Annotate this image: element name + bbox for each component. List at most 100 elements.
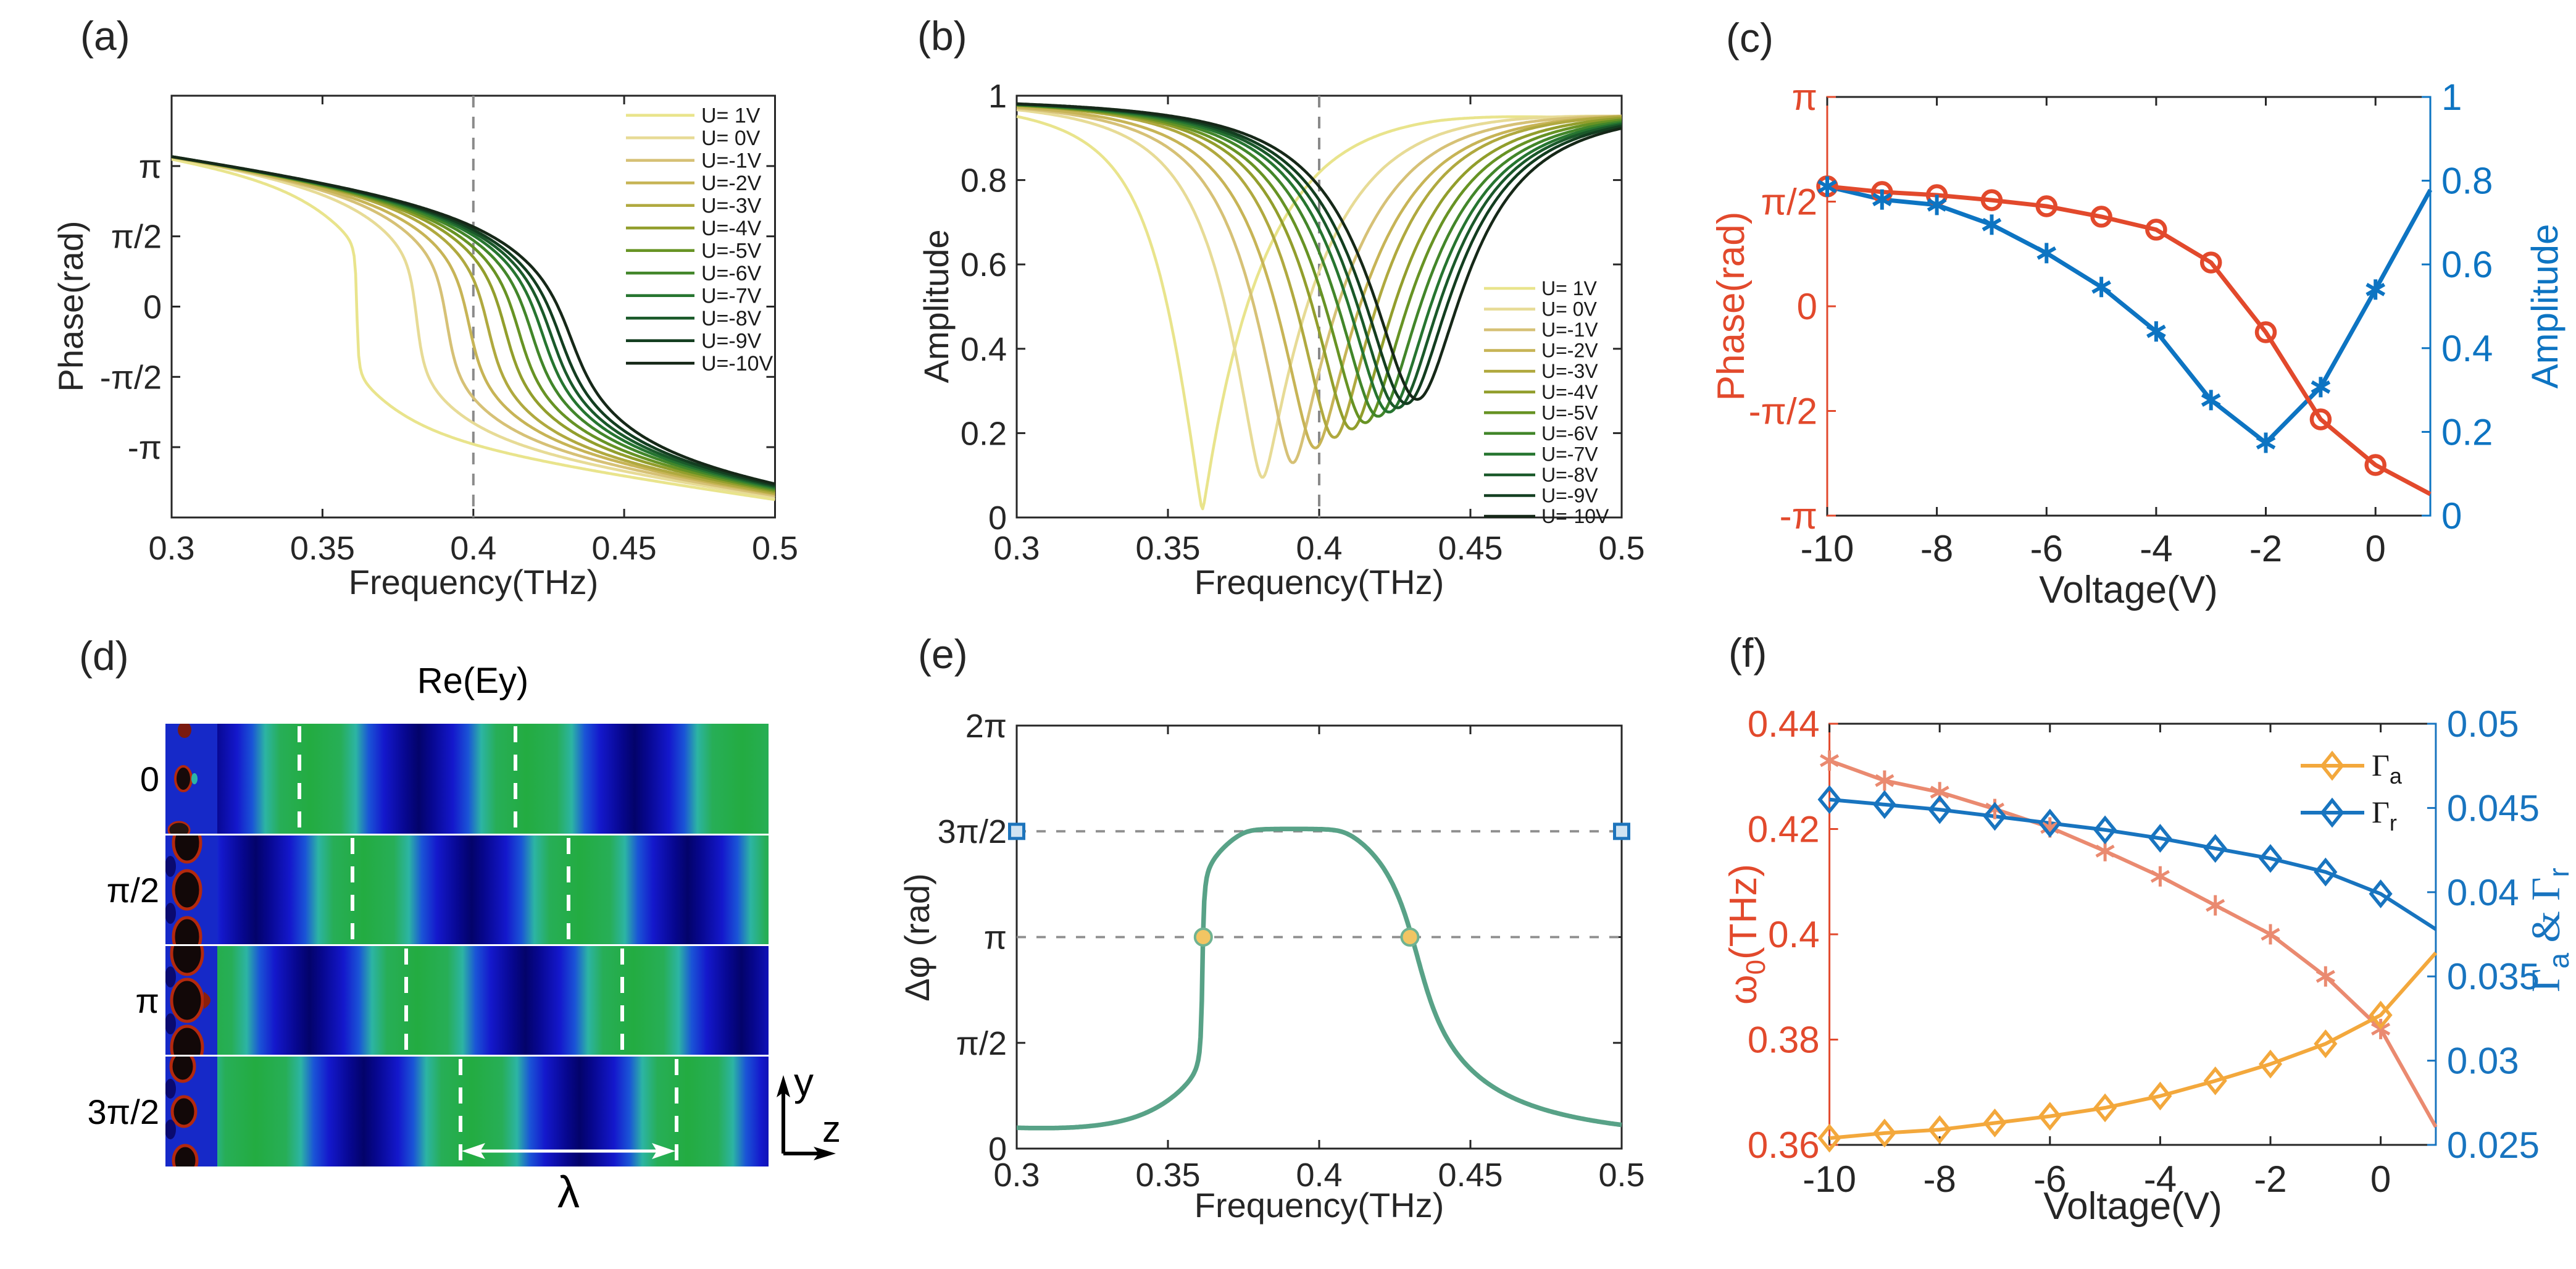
- svg-text:Frequency(THz): Frequency(THz): [1194, 1186, 1444, 1225]
- svg-text:U=-9V: U=-9V: [701, 330, 762, 353]
- svg-text:U=-7V: U=-7V: [701, 285, 762, 308]
- svg-text:U=-8V: U=-8V: [701, 307, 762, 330]
- svg-text:0.025: 0.025: [2447, 1125, 2540, 1166]
- svg-text:U= 0V: U= 0V: [1541, 298, 1597, 320]
- svg-text:-10: -10: [1803, 1158, 1856, 1200]
- svg-text:(b): (b): [917, 13, 967, 59]
- svg-text:U=-10V: U=-10V: [1541, 505, 1609, 527]
- svg-text:0.8: 0.8: [961, 162, 1007, 199]
- svg-text:π: π: [1792, 77, 1817, 118]
- svg-text:U= 0V: U= 0V: [701, 127, 761, 150]
- svg-text:0: 0: [140, 760, 159, 798]
- svg-text:Γa & Γr: Γa & Γr: [2524, 868, 2575, 992]
- svg-text:0: 0: [2366, 528, 2386, 569]
- svg-text:2π: 2π: [965, 708, 1007, 745]
- svg-text:y: y: [794, 1060, 814, 1104]
- svg-text:U=-6V: U=-6V: [1541, 422, 1598, 445]
- svg-text:U=-4V: U=-4V: [701, 217, 762, 240]
- svg-text:-8: -8: [1920, 528, 1953, 569]
- svg-text:U=-7V: U=-7V: [1541, 443, 1598, 465]
- svg-text:U=-9V: U=-9V: [1541, 485, 1598, 507]
- svg-text:U=-2V: U=-2V: [701, 172, 762, 195]
- svg-text:U=-3V: U=-3V: [701, 195, 762, 218]
- svg-text:U=-1V: U=-1V: [701, 149, 762, 173]
- svg-text:0.045: 0.045: [2447, 787, 2540, 829]
- svg-text:0.4: 0.4: [2441, 328, 2493, 369]
- svg-text:0.35: 0.35: [290, 530, 355, 567]
- svg-text:0.05: 0.05: [2447, 703, 2519, 745]
- svg-text:0.35: 0.35: [1135, 530, 1200, 567]
- svg-text:0.42: 0.42: [1748, 809, 1820, 850]
- svg-text:0.4: 0.4: [1296, 530, 1342, 567]
- svg-text:-10: -10: [1801, 528, 1854, 569]
- svg-text:z: z: [822, 1108, 841, 1150]
- svg-text:U=-2V: U=-2V: [1541, 340, 1598, 362]
- svg-text:Frequency(THz): Frequency(THz): [1194, 563, 1444, 601]
- svg-text:0.8: 0.8: [2441, 161, 2493, 202]
- svg-text:0.45: 0.45: [592, 530, 657, 567]
- svg-text:Amplitude: Amplitude: [917, 229, 956, 383]
- svg-text:π/2: π/2: [956, 1025, 1007, 1062]
- svg-text:π/2: π/2: [111, 219, 162, 256]
- svg-text:U=-8V: U=-8V: [1541, 464, 1598, 486]
- svg-text:Voltage(V): Voltage(V): [2043, 1185, 2222, 1228]
- svg-text:0.44: 0.44: [1748, 703, 1820, 745]
- svg-text:0.45: 0.45: [1438, 530, 1503, 567]
- svg-text:π/2: π/2: [1761, 182, 1817, 223]
- svg-text:0.2: 0.2: [961, 415, 1007, 452]
- svg-text:Frequency(THz): Frequency(THz): [349, 563, 599, 601]
- svg-text:-4: -4: [2144, 1158, 2177, 1200]
- svg-text:Amplitude: Amplitude: [2524, 224, 2566, 389]
- svg-text:-π: -π: [128, 429, 162, 466]
- svg-text:U=-1V: U=-1V: [1541, 319, 1598, 341]
- svg-text:U= 1V: U= 1V: [701, 104, 761, 128]
- svg-text:Phase(rad): Phase(rad): [1710, 212, 1753, 401]
- svg-text:0.3: 0.3: [993, 1157, 1040, 1194]
- svg-text:-8: -8: [1924, 1158, 1956, 1200]
- svg-text:0.6: 0.6: [2441, 244, 2493, 285]
- svg-text:0.035: 0.035: [2447, 956, 2540, 997]
- svg-text:3π/2: 3π/2: [88, 1092, 159, 1131]
- svg-text:0: 0: [1797, 286, 1817, 327]
- svg-text:Voltage(V): Voltage(V): [2039, 569, 2218, 611]
- svg-text:U=-6V: U=-6V: [701, 262, 762, 285]
- svg-text:(c): (c): [1726, 15, 1774, 61]
- svg-text:0.5: 0.5: [1598, 1157, 1644, 1194]
- svg-text:(e): (e): [918, 631, 968, 677]
- svg-text:0.36: 0.36: [1748, 1125, 1820, 1166]
- svg-text:π/2: π/2: [107, 871, 159, 910]
- svg-text:U= 1V: U= 1V: [1541, 277, 1597, 299]
- svg-text:π: π: [135, 981, 159, 1020]
- svg-text:(d): (d): [79, 633, 129, 679]
- svg-text:Re(Ey): Re(Ey): [417, 661, 528, 701]
- svg-text:0.5: 0.5: [752, 530, 798, 567]
- svg-text:0.5: 0.5: [1598, 530, 1644, 567]
- svg-text:U=-3V: U=-3V: [1541, 360, 1598, 382]
- svg-text:0: 0: [2441, 495, 2462, 537]
- svg-text:Δφ (rad): Δφ (rad): [898, 873, 936, 1002]
- svg-text:π: π: [139, 148, 162, 185]
- svg-text:U=-5V: U=-5V: [701, 240, 762, 263]
- svg-text:0.3: 0.3: [993, 530, 1040, 567]
- svg-text:0: 0: [988, 500, 1007, 537]
- svg-text:0: 0: [988, 1131, 1007, 1168]
- svg-text:-π/2: -π/2: [1749, 391, 1817, 432]
- svg-text:(f): (f): [1728, 630, 1767, 676]
- svg-text:Phase(rad): Phase(rad): [51, 220, 90, 392]
- svg-text:0: 0: [143, 289, 162, 326]
- svg-text:-π/2: -π/2: [100, 359, 162, 396]
- svg-text:0.6: 0.6: [961, 246, 1007, 283]
- svg-text:0.4: 0.4: [1768, 914, 1819, 955]
- svg-text:0.04: 0.04: [2447, 872, 2519, 913]
- svg-text:(a): (a): [80, 13, 130, 59]
- svg-text:-2: -2: [2254, 1158, 2286, 1200]
- svg-text:0.4: 0.4: [961, 331, 1007, 368]
- svg-text:-π: -π: [1780, 495, 1817, 537]
- svg-text:U=-10V: U=-10V: [701, 352, 773, 375]
- svg-text:-6: -6: [2033, 1158, 2066, 1200]
- svg-text:0.45: 0.45: [1438, 1157, 1503, 1194]
- svg-text:0.38: 0.38: [1748, 1020, 1820, 1061]
- svg-text:U=-4V: U=-4V: [1541, 381, 1598, 403]
- svg-text:-4: -4: [2140, 528, 2172, 569]
- svg-text:0.4: 0.4: [1296, 1157, 1342, 1194]
